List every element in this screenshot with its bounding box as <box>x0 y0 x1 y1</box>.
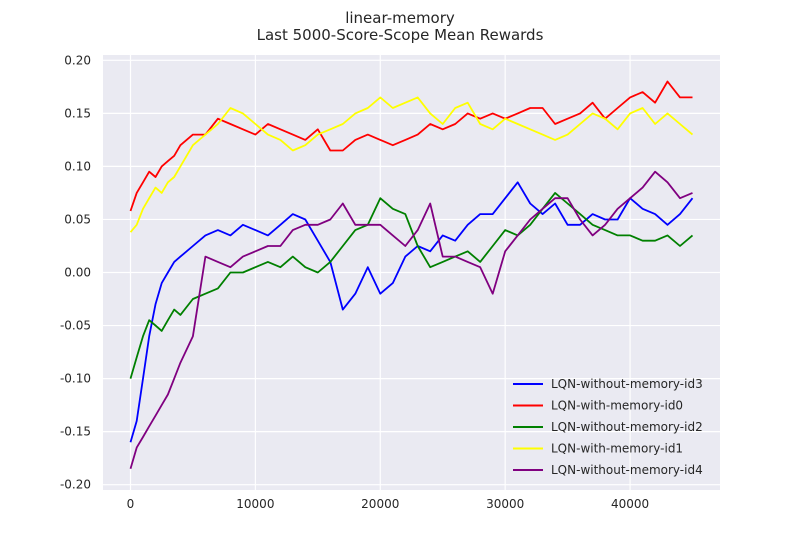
y-tick-label: 0.05 <box>64 212 91 226</box>
y-tick-label: -0.20 <box>60 478 91 492</box>
y-axis-tick-labels: -0.20 -0.15 -0.10 -0.05 0.00 0.05 0.10 0.15 0.20 <box>60 53 91 491</box>
y-tick-label: 0.10 <box>64 159 91 173</box>
x-tick-label: 30000 <box>486 497 524 511</box>
series-line-LQN-without-memory-id4 <box>129 170 693 470</box>
chart-title: linear-memory <box>345 9 455 27</box>
x-tick-label: 20000 <box>361 497 399 511</box>
x-axis-tick-labels: 0 10000 20000 30000 40000 <box>127 497 650 511</box>
legend-label: LQN-with-memory-id0 <box>551 399 683 413</box>
y-tick-label: -0.15 <box>60 425 91 439</box>
legend-label: LQN-without-memory-id4 <box>551 463 703 477</box>
x-tick-label: 40000 <box>611 497 649 511</box>
chart-subtitle: Last 5000-Score-Scope Mean Rewards <box>257 26 544 44</box>
series-line-LQN-without-memory-id2 <box>129 191 694 379</box>
legend-label: LQN-with-memory-id1 <box>551 442 683 456</box>
series-line-LQN-with-memory-id1 <box>129 96 694 233</box>
legend: LQN-without-memory-id3 LQN-with-memory-id… <box>513 377 703 477</box>
x-tick-label: 0 <box>127 497 135 511</box>
y-tick-label: 0.00 <box>64 266 91 280</box>
y-tick-label: -0.05 <box>60 319 91 333</box>
legend-label: LQN-without-memory-id3 <box>551 377 703 391</box>
legend-label: LQN-without-memory-id2 <box>551 420 703 434</box>
series-line-LQN-without-memory-id3 <box>129 181 694 443</box>
x-tick-label: 10000 <box>236 497 274 511</box>
series-lines <box>129 80 694 470</box>
y-tick-label: -0.10 <box>60 372 91 386</box>
y-tick-label: 0.20 <box>64 53 91 67</box>
series-line-LQN-with-memory-id0 <box>129 80 693 212</box>
y-tick-label: 0.15 <box>64 106 91 120</box>
